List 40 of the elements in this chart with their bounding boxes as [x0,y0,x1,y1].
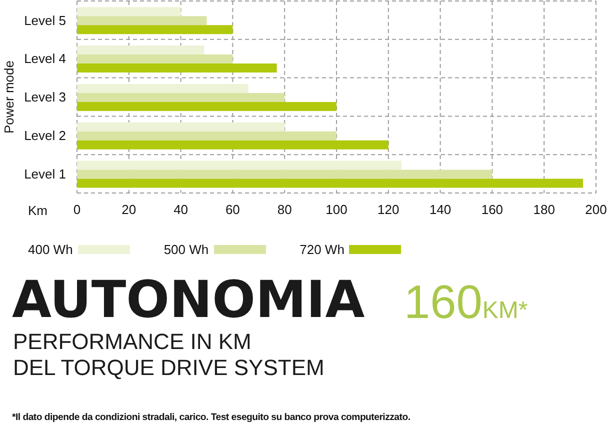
bar [77,170,492,179]
x-tick-label: 180 [533,202,555,218]
bar [77,64,277,73]
y-tick-label: Level 3 [24,90,66,105]
x-tick-label: 60 [225,202,240,218]
text: *Il dato dipende da condizioni stradali, carico. Test eseguito su banco prova computerizzato. [12,412,410,423]
x-tick-label: 100 [326,202,348,218]
bar [77,122,285,132]
x-axis-title: Km [28,203,48,218]
x-tick-label: 200 [585,202,607,218]
text: PERFORMANCE IN KM DEL TORQUE DRIVE SYSTEM [13,329,324,381]
y-axis-title: Power mode [2,60,16,134]
text: AUTONOMIA [12,271,365,330]
bar [77,131,336,140]
y-tick-label: Level 2 [24,128,66,144]
y-tick-label: Level 1 [24,166,66,182]
bar [77,16,207,26]
bar [77,92,285,102]
bar [77,102,336,111]
text: 160KM* [404,275,528,328]
x-tick-label: 0 [73,202,81,218]
bar [77,25,233,34]
x-tick-label: 120 [378,202,400,218]
x-tick-label: 20 [122,202,136,218]
x-tick-label: 40 [174,202,188,218]
bar [77,140,388,150]
x-tick-label: 80 [277,202,292,218]
legend-label: 720 Wh [300,242,344,257]
bar [77,160,402,170]
x-tick-label: 160 [481,202,504,218]
y-tick-label: Level 5 [24,12,66,28]
legend-label: 400 Wh [28,242,73,257]
x-tick-label: 140 [429,202,452,218]
bar [77,7,181,16]
legend-label: 500 Wh [164,242,209,257]
bar [77,54,233,64]
bar [77,46,204,55]
bar [77,84,248,93]
bar [77,178,584,188]
y-tick-label: Level 4 [24,51,66,66]
